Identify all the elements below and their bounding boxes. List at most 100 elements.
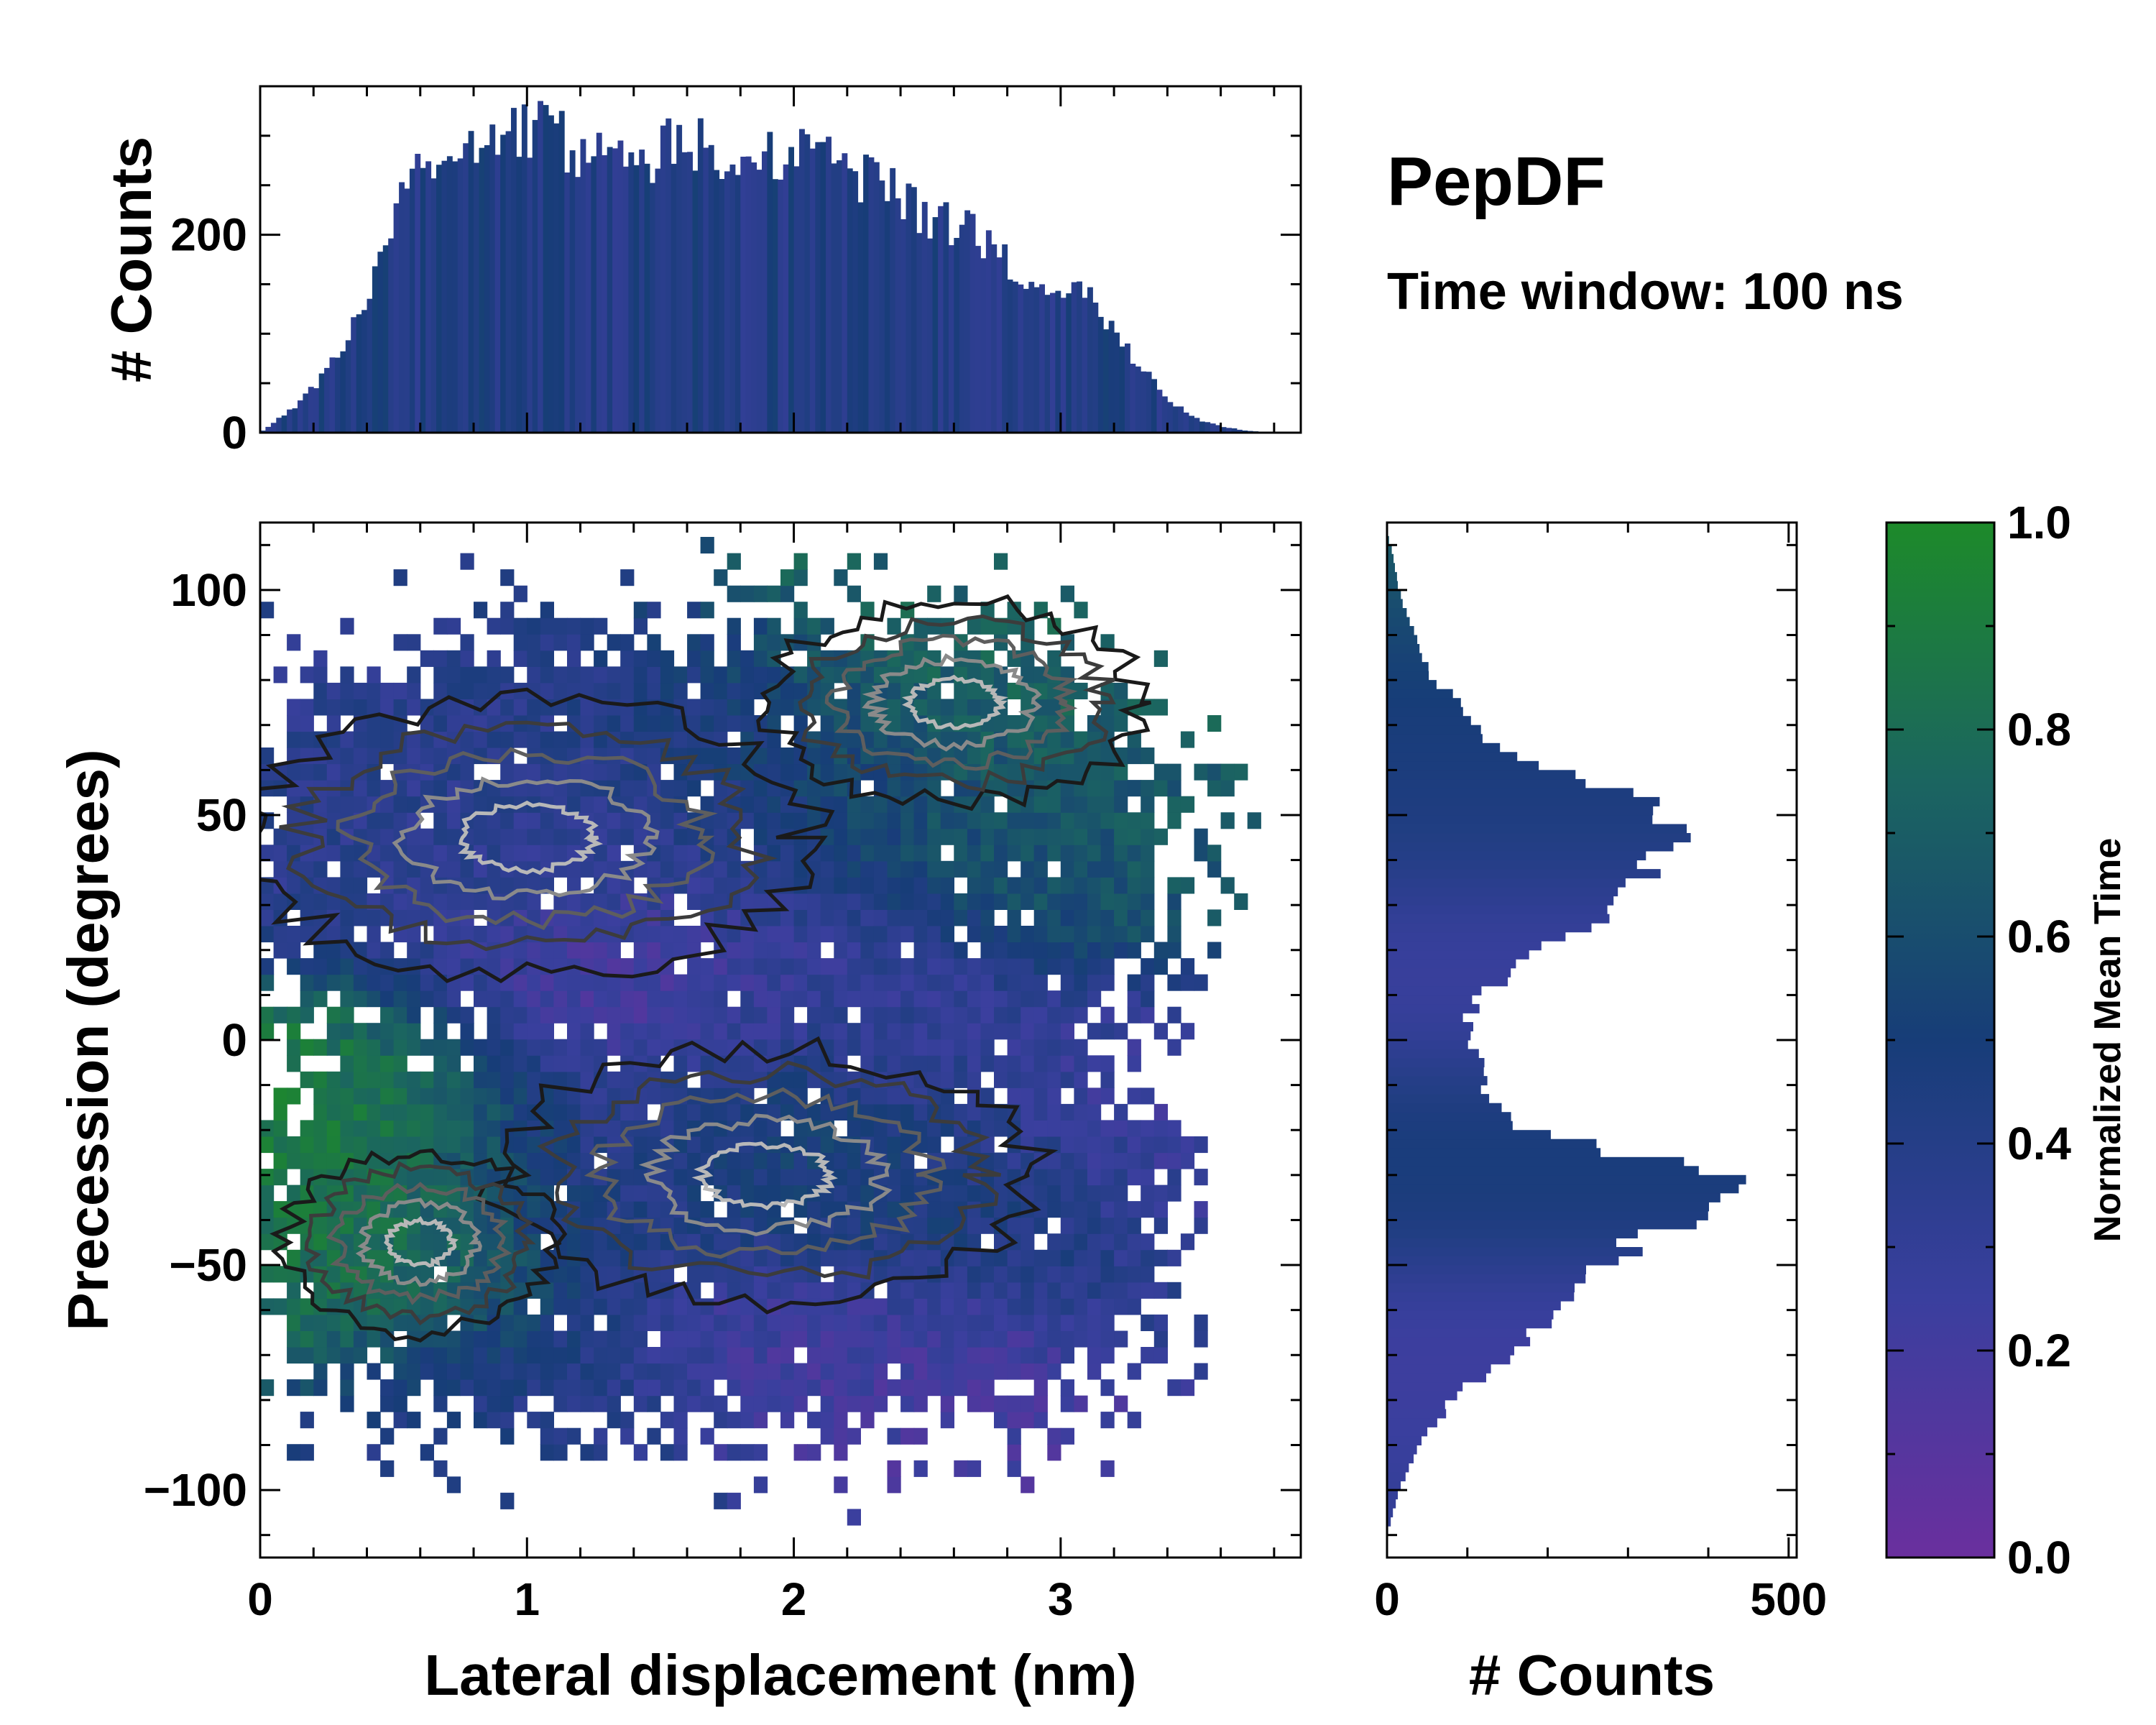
heatmap-cell [594,1103,608,1121]
heatmap-cell [380,1136,395,1154]
heatmap-cell [367,666,381,684]
heatmap-cell [740,942,755,959]
heatmap-cell [1167,1184,1181,1202]
heatmap-contours [260,594,1151,1343]
heatmap-cell [353,958,368,975]
heatmap-cell [714,1103,728,1121]
heatmap-cell [433,1006,448,1024]
heatmap-cell [594,1395,608,1412]
heatmap-cell [647,602,661,619]
heatmap-cell [753,1282,768,1299]
heatmap-cell [887,860,901,878]
heatmap-cell [1153,958,1168,975]
heatmap-cell [767,796,781,813]
top-histogram-bar [1220,427,1227,433]
heatmap-cell [607,1330,621,1348]
heatmap-cell [620,1184,635,1202]
heatmap-cell [326,699,341,716]
heatmap-cell [460,1120,474,1137]
heatmap-cell [673,1330,688,1348]
heatmap-cell [767,1379,781,1397]
heatmap-cell [607,812,621,829]
heatmap-cell [1074,860,1088,878]
heatmap-cell [1060,1298,1074,1315]
heatmap-cell [527,1055,541,1072]
heatmap-cell [994,926,1008,943]
heatmap-cell [313,1136,328,1154]
heatmap-cell [446,1136,461,1154]
heatmap-cell [820,699,834,716]
heatmap-cell [433,666,448,684]
heatmap-cell [620,828,635,845]
heatmap-cell [994,1298,1008,1315]
heatmap-cell [660,1298,675,1315]
heatmap-cell [927,893,941,910]
heatmap-cell [927,1298,941,1315]
heatmap-cell [287,1087,301,1105]
heatmap-cell [1033,1379,1048,1397]
heatmap-cell [420,699,434,716]
top-histogram-bar [564,172,571,433]
heatmap-cell [954,1039,968,1056]
tick-label: 0.8 [2007,704,2071,755]
heatmap-cell [727,974,741,991]
heatmap-cell [1007,1249,1021,1266]
heatmap-cell [780,845,795,862]
heatmap-cell [1180,1379,1195,1397]
top-histogram-bar [281,415,287,433]
heatmap-cell [1047,1169,1061,1186]
right-histogram-bar [1387,698,1461,708]
right-histogram-bar [1387,734,1483,744]
heatmap-cell [740,1395,755,1412]
heatmap-cell [540,1055,554,1072]
heatmap-cell [1021,1071,1035,1088]
colorbar: 0.00.20.40.60.81.0 Normalized Mean Time [1885,497,2129,1583]
heatmap-cell [1074,1169,1088,1186]
heatmap-cell [873,1039,888,1056]
heatmap-cell [873,828,888,845]
top-histogram-bar [938,206,944,433]
heatmap-cell [847,974,861,991]
heatmap-cell [340,1006,354,1024]
heatmap-cell [660,650,675,667]
heatmap-cell [594,796,608,813]
heatmap-cell [954,1184,968,1202]
right-histogram-bar [1387,608,1407,617]
heatmap-cell [913,666,928,684]
right-histogram-bar [1387,1040,1468,1049]
heatmap-cell [500,1071,515,1088]
heatmap-cell [1100,1169,1115,1186]
heatmap-cell [446,650,461,667]
heatmap-cell [1047,877,1061,894]
heatmap-cell [1060,1266,1074,1283]
heatmap-cell [1060,1023,1074,1040]
heatmap-cell [807,617,821,635]
heatmap-cell [673,1444,688,1461]
right-histogram-bar [1387,1517,1391,1527]
heatmap-cell [767,1395,781,1412]
heatmap-cell [1074,1071,1088,1088]
heatmap-cell [1234,763,1248,781]
top-histogram-bar [1018,284,1024,433]
heatmap-cell [340,1087,354,1105]
heatmap-cell [527,1039,541,1056]
heatmap-cell [687,845,701,862]
top-histogram-bar [650,183,655,433]
right-histogram-bar [1387,1499,1396,1509]
heatmap-cell [860,974,875,991]
heatmap-cell [1021,812,1035,829]
heatmap-cell [393,958,407,975]
heatmap-cell [967,699,982,716]
heatmap-cell [834,1039,848,1056]
top-histogram-bar [745,156,752,433]
heatmap-cell [873,845,888,862]
top-histogram-bar [617,140,624,433]
heatmap-cell [313,1152,328,1169]
heatmap-cell [887,877,901,894]
heatmap-cell [1007,1071,1021,1088]
heatmap-cell [980,1103,995,1121]
right-histogram-bar [1387,716,1471,726]
heatmap-cell [287,634,301,651]
heatmap-cell [767,634,781,651]
top-histogram-bar [703,147,709,433]
